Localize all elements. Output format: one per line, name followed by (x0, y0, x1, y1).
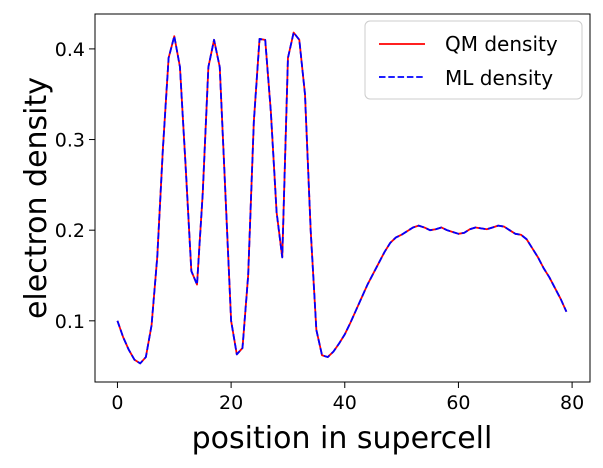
y-tick-label: 0.2 (55, 220, 85, 242)
x-axis-label: position in supercell (192, 421, 493, 456)
y-tick-label: 0.1 (55, 311, 85, 333)
legend-label-qm-density: QM density (445, 32, 558, 56)
legend-label-ml-density: ML density (445, 66, 553, 90)
plot-frame (94, 13, 591, 383)
legend-box (364, 20, 583, 100)
x-tick-label: 60 (446, 392, 470, 414)
y-tick-label: 0.3 (55, 130, 85, 152)
y-axis-label: electron density (19, 77, 54, 319)
y-tick-label: 0.4 (55, 39, 85, 61)
x-tick-label: 40 (333, 392, 357, 414)
tick-layer: 0 20 40 60 80 0.1 0.2 0.3 0.4 (55, 39, 584, 414)
x-tick-label: 20 (219, 392, 243, 414)
x-tick-label: 80 (560, 392, 584, 414)
series-layer (116, 31, 568, 365)
x-tick-label: 0 (111, 392, 123, 414)
legend: QM density ML density (364, 20, 583, 100)
series-line-ml-density (116, 31, 568, 365)
